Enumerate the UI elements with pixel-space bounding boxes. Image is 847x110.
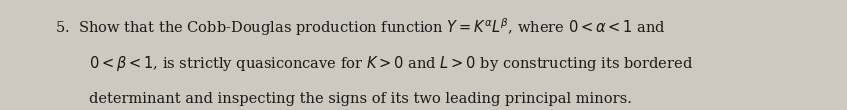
Text: determinant and inspecting the signs of its two leading principal minors.: determinant and inspecting the signs of … bbox=[89, 92, 632, 106]
Text: $0 < \beta < 1$, is strictly quasiconcave for $K > 0$ and $L > 0$ by constructin: $0 < \beta < 1$, is strictly quasiconcav… bbox=[89, 54, 693, 73]
Text: 5.  Show that the Cobb-Douglas production function $Y = K^{\alpha}L^{\beta}$, wh: 5. Show that the Cobb-Douglas production… bbox=[55, 17, 666, 38]
